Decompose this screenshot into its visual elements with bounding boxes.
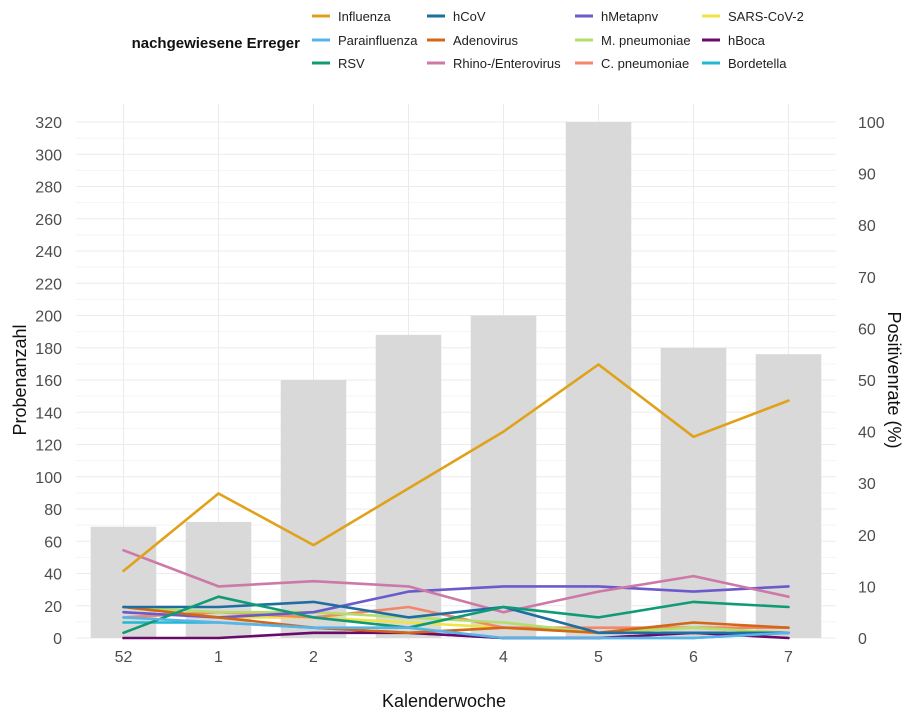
y2-tick-label: 60 [858,321,876,338]
x-axis-title: Kalenderwoche [382,691,506,711]
series-line [122,600,790,635]
series-line [122,595,790,635]
y2-tick-label: 50 [858,373,876,390]
y2-tick-label: 30 [858,476,876,493]
y-tick-label: 240 [35,244,62,261]
legend-label: Bordetella [728,56,787,71]
x-tick-label: 1 [214,649,223,666]
x-tick-label: 6 [689,649,698,666]
y2-tick-label: 40 [858,425,876,442]
y-tick-label: 180 [35,341,62,358]
legend-label: M. pneumoniae [601,33,691,48]
legend-label: Parainfluenza [338,33,418,48]
y2-tick-label: 100 [858,115,885,132]
legend-label: Influenza [338,9,392,24]
y-axis-ticks: 0 20 40 60 80 100 120 140 160 180 200 220 240 260 280 3… [35,115,62,648]
legend-label: hCoV [453,9,486,24]
legend: nachgewiesene Erreger Influenza Parainflu… [132,9,804,71]
x-tick-label: 4 [499,649,508,666]
bar-sample-count [660,347,727,638]
y-tick-label: 320 [35,115,62,132]
y-tick-label: 300 [35,147,62,164]
x-tick-label: 7 [784,649,793,666]
y2-tick-label: 70 [858,270,876,287]
y-tick-label: 100 [35,470,62,487]
y-tick-label: 20 [44,599,62,616]
legend-label: Rhino-/Enterovirus [453,56,561,71]
series-line [122,363,790,573]
y-tick-label: 160 [35,373,62,390]
series-line [122,548,790,614]
y2-axis-title: Positivenrate (%) [884,311,904,448]
y-tick-label: 0 [53,631,62,648]
x-tick-label: 2 [309,649,318,666]
series-line [122,605,790,635]
x-tick-label: 3 [404,649,413,666]
y-tick-label: 60 [44,534,62,551]
y2-tick-label: 90 [858,167,876,184]
series-lines [122,363,790,640]
y2-axis-ticks: 0 10 20 30 40 50 60 70 80 90 100 [858,115,885,648]
y2-tick-label: 20 [858,528,876,545]
y-axis-title: Probenanzahl [10,324,30,435]
legend-label: Adenovirus [453,33,519,48]
y-tick-label: 280 [35,180,62,197]
legend-label: SARS-CoV-2 [728,9,804,24]
y2-tick-label: 10 [858,579,876,596]
x-tick-label: 52 [115,649,133,666]
x-tick-label: 5 [594,649,603,666]
series-line [122,605,790,635]
y2-tick-label: 80 [858,218,876,235]
y-tick-label: 80 [44,502,62,519]
y-tick-label: 40 [44,567,62,584]
x-axis-ticks: 52 1 2 3 4 5 6 7 [115,649,793,666]
bar-sample-count [280,380,347,638]
y-tick-label: 200 [35,309,62,326]
bar-sample-count [470,315,537,638]
y-tick-label: 120 [35,438,62,455]
legend-label: hBoca [728,33,766,48]
y2-tick-label: 0 [858,631,867,648]
series-line [122,616,790,640]
y-tick-label: 260 [35,212,62,229]
legend-label: C. pneumoniae [601,56,689,71]
legend-label: hMetapnv [601,9,659,24]
y-tick-label: 220 [35,276,62,293]
y-tick-label: 140 [35,405,62,422]
legend-title: nachgewiesene Erreger [132,35,301,52]
legend-label: RSV [338,56,365,71]
series-line [122,585,790,619]
